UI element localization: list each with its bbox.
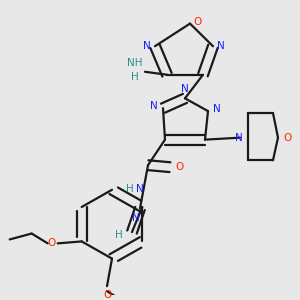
Text: O: O	[193, 16, 201, 27]
Text: N: N	[181, 85, 189, 94]
Text: N: N	[217, 41, 225, 51]
Text: O: O	[283, 133, 291, 143]
Text: NH: NH	[127, 58, 143, 68]
Text: N: N	[235, 133, 243, 143]
Text: H: H	[115, 230, 123, 240]
Text: O: O	[48, 238, 56, 248]
Text: N: N	[136, 184, 144, 194]
Text: H: H	[131, 72, 139, 82]
Text: N: N	[132, 213, 140, 223]
Text: O: O	[175, 162, 183, 172]
Text: O: O	[103, 290, 111, 300]
Text: N: N	[150, 101, 158, 111]
Text: N: N	[143, 41, 151, 51]
Text: N: N	[213, 104, 221, 114]
Text: H: H	[126, 184, 134, 194]
